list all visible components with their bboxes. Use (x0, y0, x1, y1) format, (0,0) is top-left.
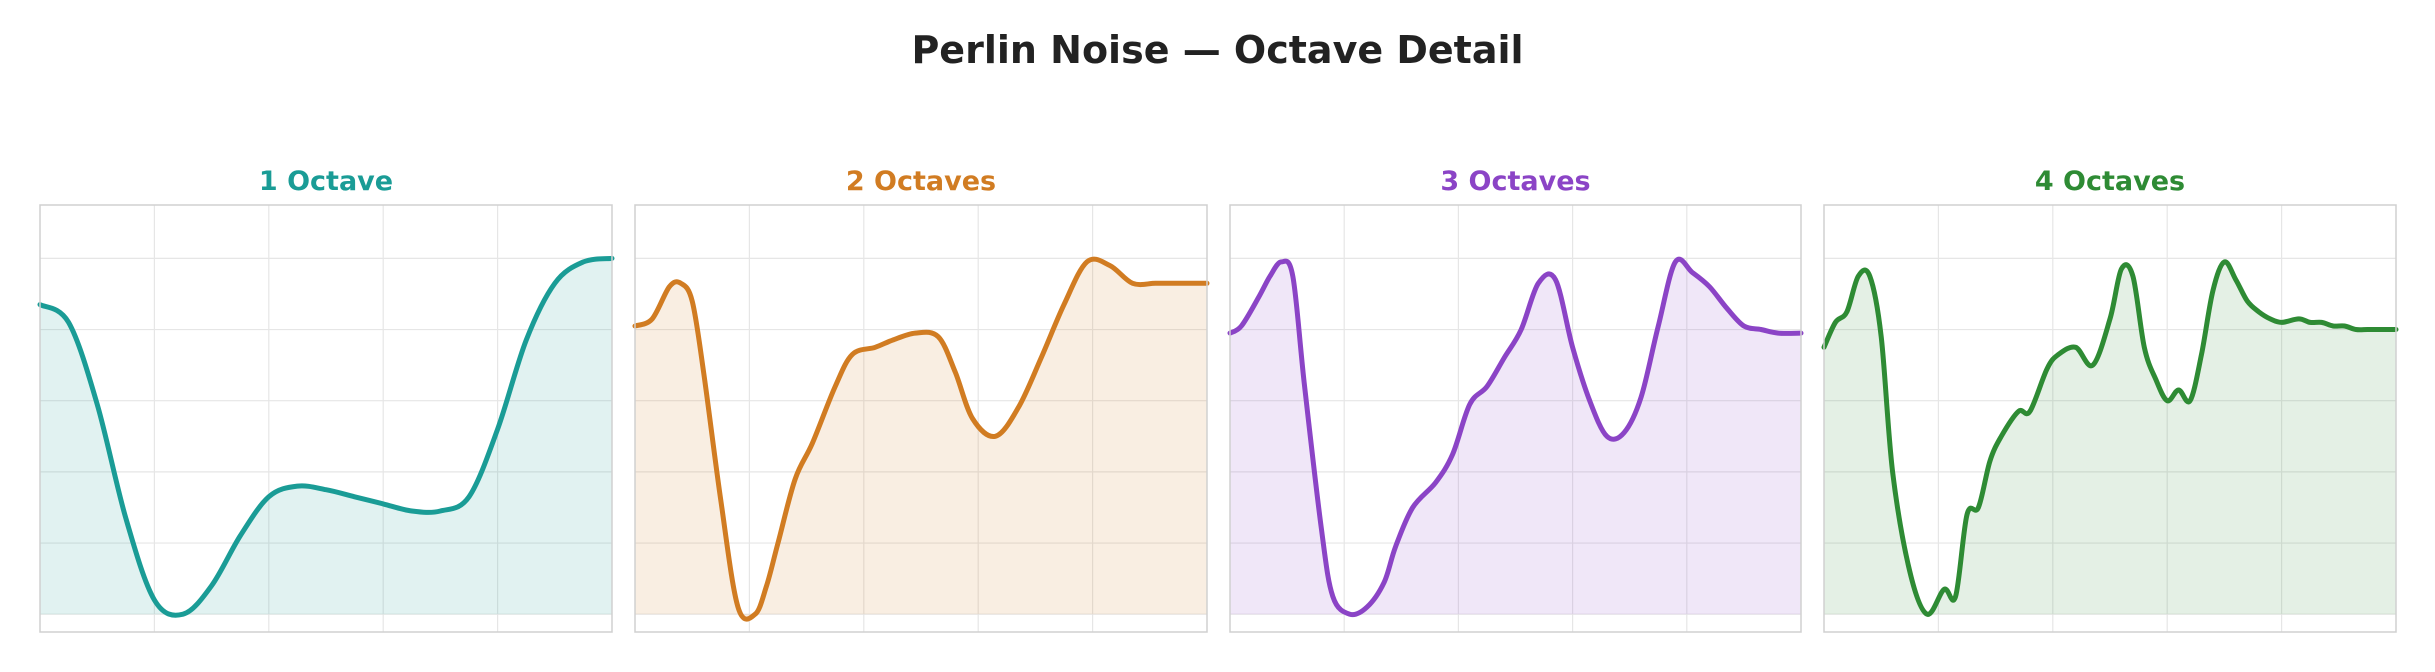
chart-panel-2: 2 Octaves (632, 166, 1210, 633)
panel-title: 2 Octaves (846, 166, 996, 197)
area-fill (635, 259, 1207, 620)
panel-title: 3 Octaves (1440, 166, 1590, 197)
series-line (1821, 259, 2399, 617)
plot-frame (1229, 204, 1802, 633)
chart-panel-1: 1 Octave (37, 166, 615, 633)
plot-background (1824, 205, 2396, 632)
panel-title: 4 Octaves (2035, 166, 2185, 197)
chart-panel-4: 4 Octaves (1821, 166, 2399, 633)
chart-panel-3: 3 Octaves (1227, 166, 1804, 633)
plot-background (40, 205, 612, 632)
series-line (37, 255, 615, 618)
panel-title: 1 Octave (259, 166, 393, 197)
series-line (1227, 256, 1804, 618)
plot-frame (39, 204, 613, 633)
plot-frame (1823, 204, 2397, 633)
area-fill (40, 258, 612, 616)
plot-frame (634, 204, 1208, 633)
series-line (632, 256, 1210, 622)
chart-title: Perlin Noise — Octave Detail (911, 28, 1524, 72)
area-fill (1230, 259, 1801, 615)
